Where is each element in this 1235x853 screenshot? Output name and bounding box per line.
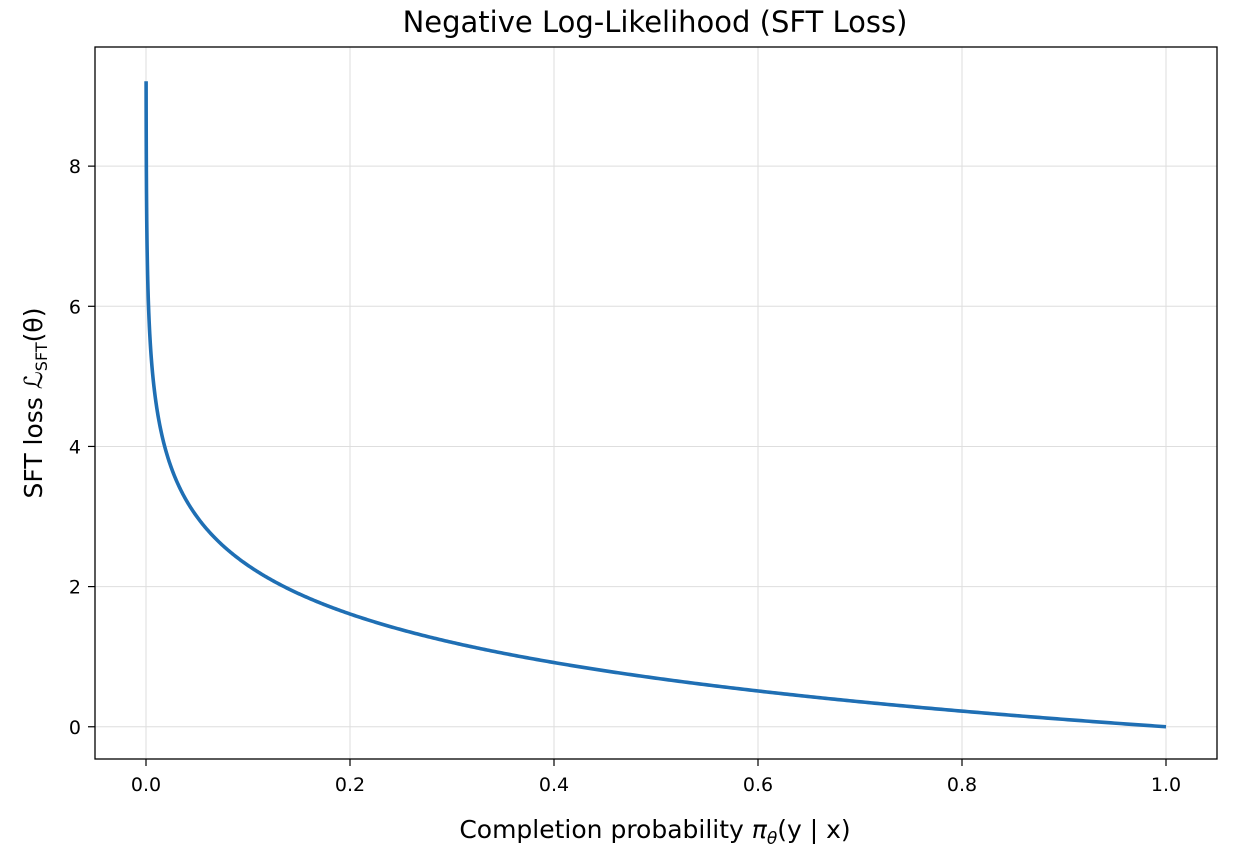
series-line: [144, 80, 1167, 729]
y-tick-label: 0: [69, 717, 81, 739]
y-axis: 0 2 4 6 8: [69, 156, 95, 739]
y-tick-label: 6: [69, 296, 81, 318]
y-tick-label: 4: [69, 436, 81, 458]
x-axis-label-args: (y | x): [777, 815, 850, 844]
x-axis-label: Completion probability πθ(y | x): [459, 815, 850, 849]
x-axis: 0.0 0.2 0.4 0.6 0.8 1.0: [131, 759, 1181, 796]
grid: [95, 47, 1217, 759]
y-axis-label-subscript: SFT: [32, 342, 51, 371]
y-axis-label-text: SFT loss: [19, 389, 48, 498]
x-tick-label: 1.0: [1151, 774, 1181, 796]
x-tick-label: 0.2: [335, 774, 365, 796]
y-axis-label-symbol: ℒ: [19, 371, 48, 389]
series-layer: [144, 80, 1167, 729]
x-tick-label: 0.4: [539, 774, 569, 796]
x-tick-label: 0.0: [131, 774, 161, 796]
x-axis-label-subscript: θ: [767, 829, 778, 849]
x-tick-label: 0.6: [743, 774, 773, 796]
x-tick-label: 0.8: [947, 774, 977, 796]
chart-title: Negative Log-Likelihood (SFT Loss): [403, 5, 908, 39]
y-axis-label-args: (θ): [19, 308, 48, 343]
y-tick-label: 2: [69, 577, 81, 599]
y-axis-label: SFT loss ℒSFT(θ): [19, 308, 51, 499]
plot-frame: [94, 46, 1218, 760]
y-tick-label: 8: [69, 156, 81, 178]
x-axis-label-text: Completion probability: [459, 815, 751, 844]
x-axis-label-symbol: π: [752, 815, 768, 844]
